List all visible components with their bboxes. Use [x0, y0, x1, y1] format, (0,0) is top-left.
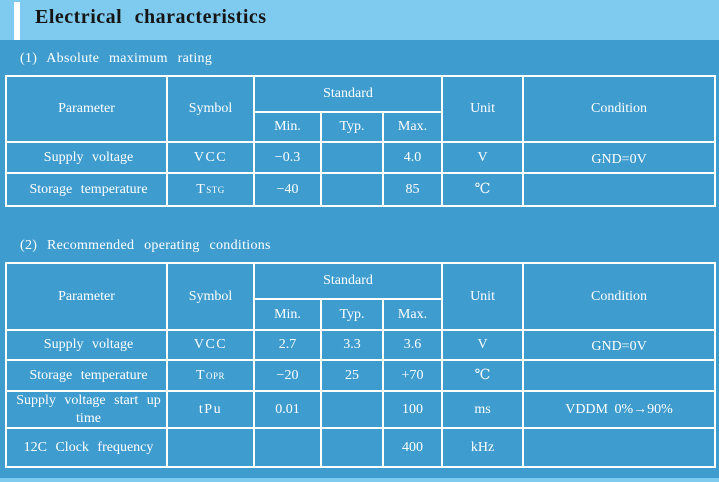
page-title: Electrical characteristics [35, 6, 267, 28]
col-header-symbol: Symbol [166, 75, 255, 143]
table-header-row: Parameter Symbol Standard Unit Condition [5, 262, 717, 331]
cell-symbol: TOPR [166, 359, 255, 392]
cell-min: −0.3 [253, 141, 322, 174]
col-header-unit: Unit [441, 75, 525, 143]
cell-symbol: VCC [166, 141, 255, 174]
symbol-base: T [196, 181, 207, 197]
cell-symbol [166, 427, 255, 468]
table-row: Storage temperature TSTG −40 85 ℃ [5, 172, 717, 207]
col-header-max: Max. [381, 298, 444, 331]
cell-max: 400 [381, 427, 444, 468]
col-header-unit: Unit [441, 262, 525, 331]
col-header-min: Min. [253, 298, 322, 331]
cell-unit: ms [441, 390, 525, 429]
table-row: Supply voltage start up time tPu 0.01 10… [5, 390, 717, 429]
col-header-max: Max. [381, 111, 444, 143]
bottom-strip [0, 478, 719, 482]
table-subheader-row: Min. Typ. Max. [6, 298, 715, 331]
cell-min [253, 427, 322, 468]
col-header-parameter: Parameter [5, 262, 168, 331]
cell-min: 2.7 [253, 329, 322, 361]
col-header-condition: Condition [522, 75, 717, 143]
cell-parameter: Supply voltage start up time [5, 390, 168, 429]
cell-unit: V [441, 329, 525, 361]
col-header-standard: Standard [252, 75, 444, 113]
cell-parameter: Supply voltage [5, 141, 168, 174]
section-1-label: (1) Absolute maximum rating [20, 51, 213, 66]
col-header-typ: Typ. [320, 111, 384, 143]
symbol-base: VCC [193, 337, 228, 352]
cell-min: −20 [253, 359, 322, 392]
col-header-parameter: Parameter [5, 75, 168, 143]
symbol-subscript: STG [206, 184, 225, 195]
table-row: 12C Clock frequency 400 kHz [5, 427, 717, 468]
cell-typ: 3.3 [320, 329, 384, 361]
col-header-min: Min. [253, 111, 322, 143]
cell-condition: GND=0V [522, 141, 717, 174]
cell-max: 85 [381, 172, 444, 207]
cell-symbol: tPu [166, 390, 255, 429]
symbol-base: T [195, 367, 207, 383]
cell-max: +70 [381, 359, 444, 392]
accent-stripe [14, 2, 20, 40]
title-band: Electrical characteristics [0, 0, 719, 40]
absolute-maximum-rating-table: Parameter Symbol Standard Unit Condition… [5, 75, 717, 207]
cell-typ: 25 [320, 359, 384, 392]
cell-unit: ℃ [441, 172, 525, 207]
cell-unit: V [441, 141, 525, 174]
section-2-label: (2) Recommended operating conditions [20, 238, 271, 253]
cell-parameter: Storage temperature [5, 172, 168, 207]
col-header-symbol: Symbol [166, 262, 255, 331]
cell-min: 0.01 [253, 390, 322, 429]
col-header-typ: Typ. [320, 298, 384, 331]
cell-typ [320, 427, 384, 468]
cell-symbol: TSTG [166, 172, 255, 207]
table-row: Storage temperature TOPR −20 25 +70 ℃ [5, 359, 717, 392]
symbol-subscript: OPR [206, 370, 226, 381]
cell-condition [522, 359, 717, 392]
cell-unit: ℃ [441, 359, 525, 392]
cell-symbol: VCC [166, 329, 255, 361]
table-row: Supply voltage VCC 2.7 3.3 3.6 V GND=0V [5, 329, 717, 361]
symbol-base: tPu [198, 401, 223, 417]
table-row: Supply voltage VCC −0.3 4.0 V GND=0V [5, 141, 717, 174]
cell-parameter: 12C Clock frequency [5, 427, 168, 468]
recommended-operating-conditions-table: Parameter Symbol Standard Unit Condition… [5, 262, 717, 468]
cell-condition: VDDM 0%→90% [522, 390, 717, 429]
cell-max: 4.0 [381, 141, 444, 174]
cell-condition [522, 172, 717, 207]
cell-parameter: Supply voltage [5, 329, 168, 361]
table-header-row: Parameter Symbol Standard Unit Condition [5, 75, 717, 143]
cell-parameter: Storage temperature [5, 359, 168, 392]
col-header-standard: Standard [252, 262, 444, 300]
symbol-base: VCC [193, 149, 228, 165]
cell-typ [320, 141, 384, 174]
cell-min: −40 [253, 172, 322, 207]
cell-condition: GND=0V [522, 329, 717, 361]
cell-max: 100 [381, 390, 444, 429]
cell-typ [320, 390, 384, 429]
table-subheader-row: Min. Typ. Max. [6, 111, 715, 143]
cell-condition [522, 427, 717, 468]
col-header-condition: Condition [522, 262, 717, 331]
cell-unit: kHz [441, 427, 525, 468]
cell-typ [320, 172, 384, 207]
cell-max: 3.6 [381, 329, 444, 361]
